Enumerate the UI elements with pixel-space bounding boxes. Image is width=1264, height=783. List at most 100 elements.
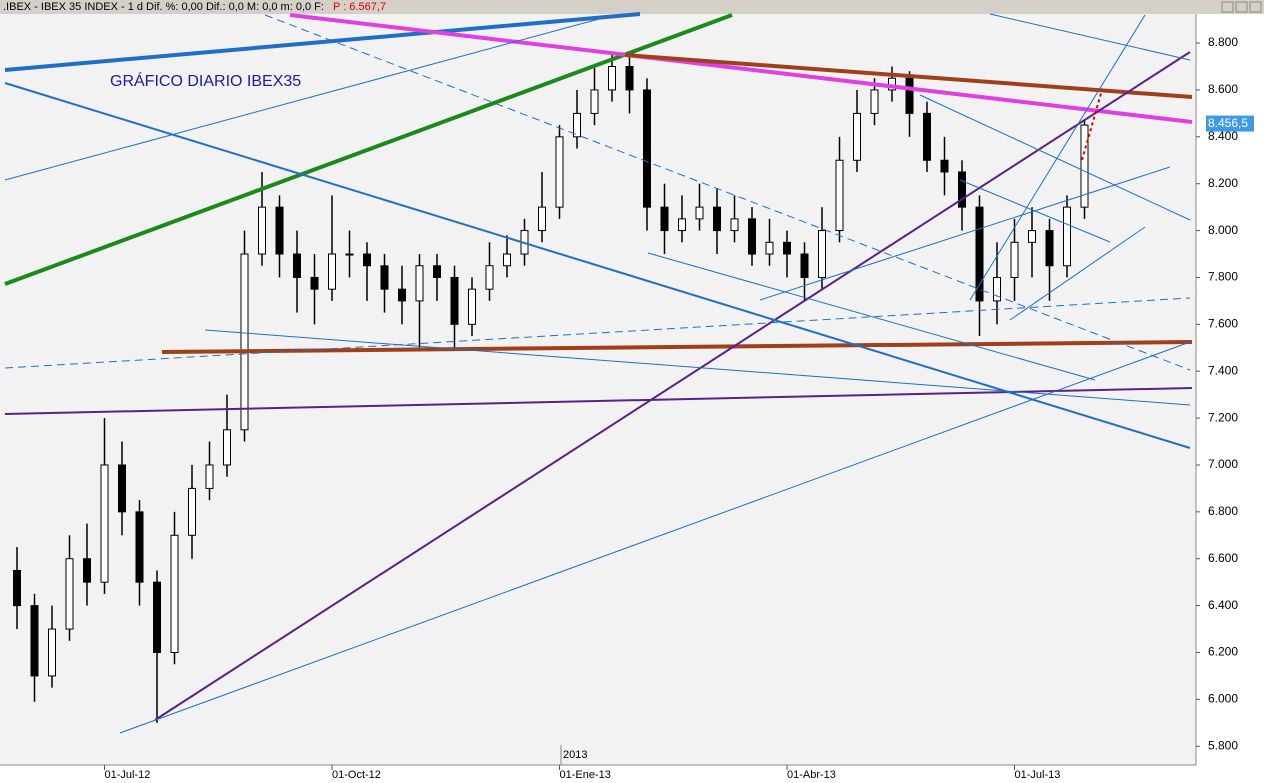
candle-body [415,265,424,302]
candle-body [503,253,511,267]
x-tick-label: 01-Ene-13 [560,769,611,781]
candle-body [555,136,564,208]
trend-line [647,252,1096,381]
header-price: P : 6.567,7 [333,1,386,13]
candle-body [13,569,21,607]
candle-body [205,464,214,489]
candle-body [485,265,494,290]
candle-body [433,265,441,278]
candle-body [363,253,371,267]
trend-line [4,387,1193,415]
candle-body [958,171,966,208]
x-tick-label: 01-Jul-12 [105,769,151,781]
candle-body [940,159,949,173]
last-price-label: 8.456,5 [1208,116,1248,130]
y-tick-label: 7.600 [1208,317,1238,331]
candle-body [345,253,354,256]
candle-body [573,112,581,138]
candle-body [48,628,56,677]
candle-body [905,77,914,114]
header-text: .IBEX - IBEX 35 INDEX - 1 d Dif. %: 0,00… [3,1,324,13]
trend-line [4,12,641,72]
x-tick-label: 01-Oct-12 [332,769,381,781]
y-tick-label: 6.200 [1208,645,1238,659]
candles [13,52,1089,723]
trend-line [959,179,1111,243]
candle-body [1028,230,1036,243]
candle-body [398,288,406,302]
chart-title: GRÁFICO DIARIO IBEX35 [110,71,301,90]
candle-body [1063,206,1071,267]
y-tick-label: 7.400 [1208,363,1238,377]
trend-line [161,340,1193,354]
trend-line [154,51,1191,721]
y-tick-label: 8.200 [1208,176,1238,190]
candle-body [293,253,301,278]
candle-body [590,89,599,114]
y-tick-label: 8.800 [1208,35,1238,49]
y-tick-label: 6.000 [1208,692,1238,706]
y-tick-label: 6.800 [1208,504,1238,518]
candle-body [625,66,634,91]
candle-body [800,253,809,278]
candle-body [538,206,546,232]
trend-line [969,14,1146,301]
candle-body [188,487,196,536]
trend-line [989,13,1191,61]
candle-body [643,89,651,208]
candle-body [608,66,616,91]
maximize-button[interactable] [1235,1,1248,13]
minimize-button[interactable] [1221,1,1234,13]
candle-body [83,558,91,583]
candle-body [1045,230,1054,267]
last-price-marker [1206,115,1254,132]
trend-line [4,15,611,181]
y-tick-label: 8.400 [1208,129,1238,143]
candle-body [730,218,739,232]
projection-line [1081,89,1103,161]
trend-line [624,53,1193,99]
candle-body [993,276,1001,302]
year-label: 2013 [563,749,587,761]
candle-body [328,253,336,290]
candle-body [783,241,791,255]
trend-line [1009,226,1146,321]
trend-line [4,82,1191,449]
candle-body [1080,124,1089,208]
candle-body [765,241,774,255]
close-button[interactable] [1249,1,1262,13]
candle-body [748,218,756,255]
candle-body [65,558,74,630]
candle-body [170,534,179,653]
y-tick-label: 8.600 [1208,82,1238,96]
candle-body [275,206,284,255]
candle-body [258,206,266,255]
candle-body [695,206,704,220]
candle-body [975,206,984,302]
trend-line [919,94,1191,221]
candle-body [713,206,721,232]
candle-body [450,276,459,325]
candle-body [1010,241,1019,278]
plot-area [0,14,1196,765]
candle-body [835,159,844,232]
candle-body [223,429,231,466]
candle-body [135,511,144,583]
trend-line [4,13,733,286]
candle-body [923,112,931,161]
y-tick-label: 6.600 [1208,551,1238,565]
candle-body [660,206,669,232]
y-tick-label: 7.200 [1208,410,1238,424]
y-tick-label: 5.800 [1208,738,1238,752]
candle-body [153,581,161,653]
trend-lines [4,12,1193,734]
y-tick-label: 8.000 [1208,223,1238,237]
candle-body [870,89,879,114]
trend-line [759,166,1171,301]
window-buttons[interactable] [1221,1,1262,13]
x-tick-label: 01-Abr-13 [787,769,836,781]
header-bar [0,0,1264,14]
x-tick-label: 01-Jul-13 [1015,769,1061,781]
candle-body [853,112,861,161]
trend-line [264,14,1191,371]
